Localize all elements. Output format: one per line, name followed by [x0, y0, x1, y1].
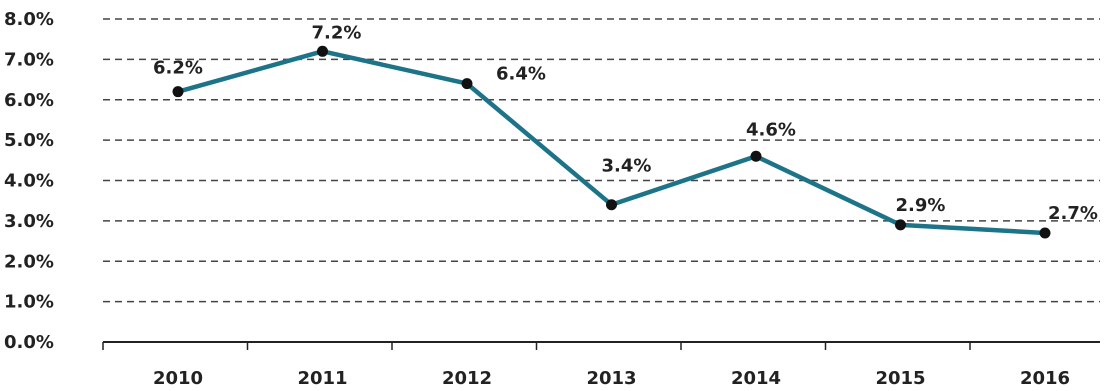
data-point-2014 [750, 150, 762, 162]
y-axis-ticks: 0.0% 1.0% 2.0% 3.0% 4.0% 5.0% 6.0% 7.0% 8.0% [4, 9, 54, 353]
y-tick-label: 4.0% [4, 171, 54, 192]
y-tick-label: 0.0% [4, 332, 54, 353]
data-label-2016: 2.7% [1048, 203, 1098, 224]
data-point-2015 [895, 219, 906, 231]
data-point-2011 [317, 45, 328, 57]
x-tick-label: 2015 [875, 368, 925, 389]
y-tick-label: 6.0% [4, 90, 54, 111]
x-tick-label: 2011 [297, 368, 347, 389]
data-point-2012 [461, 78, 473, 90]
y-tick-label: 1.0% [4, 292, 54, 313]
data-point-2010 [172, 86, 184, 98]
data-labels: 6.2% 7.2% 6.4% 3.4% 4.6% 2.9% 2.7% [153, 22, 1098, 224]
data-label-2014: 4.6% [746, 119, 796, 140]
y-tick-label: 7.0% [4, 49, 54, 70]
data-point-2013 [606, 199, 617, 211]
y-tick-label: 5.0% [4, 130, 54, 151]
y-tick-label: 2.0% [4, 251, 54, 272]
data-label-2011: 7.2% [312, 22, 362, 43]
x-axis-ticks: 2010 2011 2012 2013 2014 2015 2016 [153, 368, 1070, 389]
markers [172, 45, 1051, 239]
axes [102, 341, 1100, 350]
data-label-2012: 6.4% [496, 64, 546, 85]
x-tick-label: 2010 [153, 368, 203, 389]
y-tick-label: 8.0% [4, 9, 54, 30]
x-tick-label: 2012 [442, 368, 492, 389]
data-point-2016 [1039, 227, 1051, 239]
x-tick-label: 2016 [1020, 368, 1070, 389]
x-tick-label: 2013 [586, 368, 636, 389]
data-label-2013: 3.4% [602, 156, 652, 177]
gridlines [103, 18, 1100, 303]
y-tick-label: 3.0% [4, 211, 54, 232]
x-tick-label: 2014 [731, 368, 781, 389]
data-label-2015: 2.9% [896, 195, 946, 216]
data-label-2010: 6.2% [153, 58, 203, 79]
